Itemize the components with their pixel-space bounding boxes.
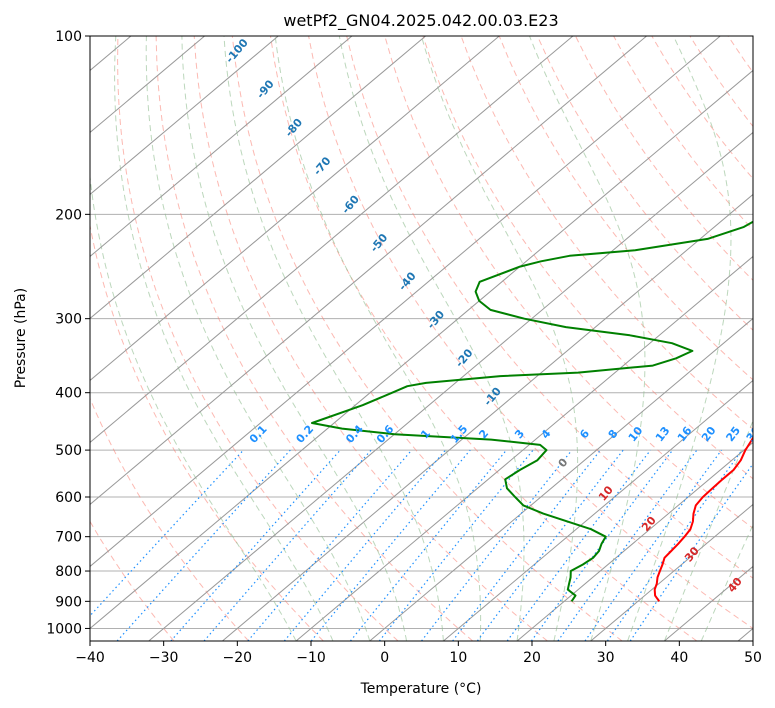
isotherm-line [90,36,279,196]
x-tick-label: −40 [75,650,105,666]
x-axis-ticks: −40 −30 −20 −10 0 10 20 30 40 50 [75,641,762,666]
dry-adiabat-line [90,397,249,641]
mixing-ratio-line [116,449,291,641]
plot-area: 0.10.20.40.611.52346810131620253036-100-… [90,36,764,641]
y-tick-label: 800 [55,564,82,580]
x-tick-label: 0 [380,650,389,666]
x-tick-label: −10 [296,650,326,666]
profile-series [311,220,753,602]
y-axis-ticks: 100 200 300 400 500 600 700 800 900 1000 [46,29,90,637]
moist-adiabat-line [223,36,444,641]
isotherm-line [516,441,753,641]
moist-adiabat-line [274,36,482,641]
isotherm-line [295,255,753,641]
x-tick-label: 20 [523,650,541,666]
dry-adiabat-line [231,36,623,641]
isotherm-line [90,36,353,258]
moist-adiabat-line [663,419,753,641]
isotherms [90,36,753,641]
dry-adiabat-line [308,36,753,630]
isotherm-line [590,503,753,641]
moist-adiabat-line [181,36,408,641]
pressure-gridlines [90,36,753,629]
moist-adiabat-line [700,523,753,641]
mixing-ratio-line [476,449,624,641]
temperature-profile-line [653,435,753,602]
isotherm-line [90,36,426,320]
dry-adiabat-line [384,36,753,529]
moist-adiabats [90,36,753,641]
moist-adiabat-line [338,36,525,641]
isotherm-line [90,36,647,506]
isotherm-line [90,36,574,444]
y-tick-label: 200 [55,207,82,223]
moist-adiabat-line [627,36,732,641]
dry-adiabat-line [536,36,753,331]
isotherm-line [148,131,753,641]
x-tick-label: −20 [223,650,253,666]
isotherm-line [90,36,721,568]
plot-frame [89,35,754,642]
dry-adiabat-line [460,36,753,430]
mixing-ratio-line [421,449,573,641]
x-tick-label: 40 [670,650,688,666]
dry-adiabat-line [346,36,753,579]
y-tick-label: 900 [55,594,82,610]
dry-adiabat-line [90,223,324,641]
moist-adiabat-line [145,36,371,641]
dewpoint-profile-line [311,220,753,602]
x-tick-label: 30 [597,650,615,666]
y-tick-label: 600 [55,490,82,506]
moist-adiabat-line [529,36,646,641]
chart-title: wetPf2_GN04.2025.042.00.03.E23 [283,11,558,31]
isotherm-line [90,36,500,382]
x-tick-label: −30 [149,650,179,666]
y-tick-label: 300 [55,312,82,328]
x-tick-label: 50 [744,650,762,666]
mixing-ratio-line [349,449,507,641]
dry-adiabat-line [155,36,474,641]
moist-adiabat-line [90,172,297,641]
isotherm-line [443,379,753,641]
dry-adiabat-line [193,36,548,641]
moist-adiabat-line [420,36,579,641]
mixing-ratio-label: 30 [744,424,764,444]
mixing-ratio-line [629,462,753,641]
isotherm-line [369,317,753,641]
mixing-ratio-line [170,449,341,641]
dry-adiabat-line [90,520,175,641]
dry-adiabat-line [498,36,753,381]
dry-adiabat-line [117,36,399,641]
mixing-ratio-lines [90,449,753,641]
y-tick-label: 1000 [46,621,82,637]
y-tick-label: 500 [55,443,82,459]
isotherm-line [222,193,753,641]
y-tick-label: 400 [55,386,82,402]
mixing-ratio-line [584,449,722,641]
isotherm-line [90,69,753,630]
y-axis-label: Pressure (hPa) [13,288,29,388]
mixing-ratio-line [247,449,413,641]
x-axis-label: Temperature (°C) [360,681,482,697]
dry-adiabat-line [422,36,753,480]
mixing-ratio-line [606,449,743,641]
y-tick-label: 700 [55,530,82,546]
y-tick-label: 100 [55,29,82,45]
mixing-ratio-line [378,449,534,641]
x-tick-label: 10 [449,650,467,666]
